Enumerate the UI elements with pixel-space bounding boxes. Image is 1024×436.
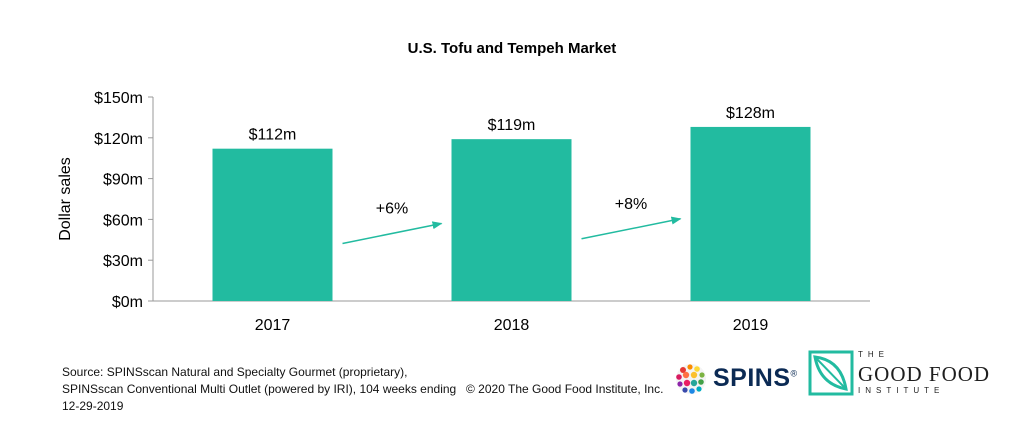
y-tick-label: $0m <box>112 294 143 311</box>
y-axis-label: Dollar sales <box>57 157 74 241</box>
x-tick-label: 2019 <box>733 317 769 334</box>
growth-label: +6% <box>376 200 408 217</box>
growth-arrow <box>581 216 682 240</box>
x-tick-label: 2017 <box>255 317 291 334</box>
growth-arrow <box>342 221 443 245</box>
y-tick-label: $120m <box>94 131 143 148</box>
bar-2017 <box>212 148 333 301</box>
data-label: $128m <box>726 105 775 122</box>
bar-2019 <box>690 126 811 301</box>
spins-wordmark: SPINS® <box>713 364 798 392</box>
data-label: $112m <box>249 127 297 144</box>
spins-logo: SPINS® <box>673 361 803 397</box>
copyright-note: © 2020 The Good Food Institute, Inc. <box>466 382 664 396</box>
chart-title: U.S. Tofu and Tempeh Market <box>408 40 617 57</box>
y-tick-label: $150m <box>94 90 143 107</box>
leaf-square-icon <box>808 350 854 396</box>
data-label: $119m <box>488 117 536 134</box>
y-tick-label: $60m <box>103 212 143 229</box>
bar-chart: U.S. Tofu and Tempeh Market Dollar sales… <box>57 40 870 334</box>
gfi-the-text: THE <box>858 350 889 359</box>
bar-2018 <box>451 139 572 301</box>
source-note: Source: SPINSscan Natural and Specialty … <box>62 365 457 413</box>
y-tick-label: $30m <box>103 253 143 270</box>
spins-globe-icon <box>676 364 706 394</box>
y-tick-label: $90m <box>103 172 143 189</box>
growth-label: +8% <box>615 196 647 213</box>
x-tick-label: 2018 <box>494 317 530 334</box>
gfi-logo: THE GOOD FOOD INSTITUTE <box>808 350 989 398</box>
gfi-institute-text: INSTITUTE <box>858 386 945 395</box>
gfi-main-text: GOOD FOOD <box>858 362 991 386</box>
